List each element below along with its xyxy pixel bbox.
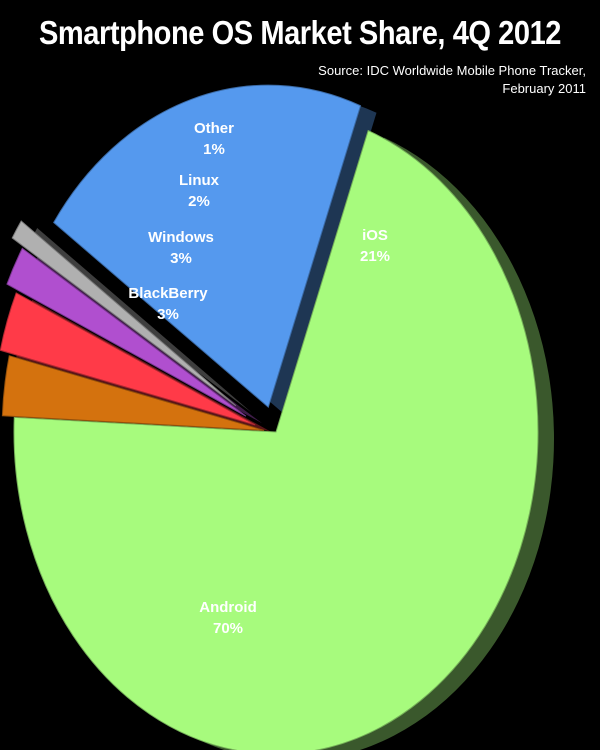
source-line-1: Source: IDC Worldwide Mobile Phone Track… xyxy=(318,63,586,78)
chart-title: Smartphone OS Market Share, 4Q 2012 xyxy=(38,14,562,51)
slice-value-ios: 21% xyxy=(360,248,390,265)
source-line-2: February 2011 xyxy=(502,81,586,96)
pie-slices xyxy=(0,84,554,750)
slice-label-ios: iOS xyxy=(362,227,388,244)
slice-value-windows: 3% xyxy=(170,250,192,267)
slice-label-android: Android xyxy=(199,599,257,616)
pie-slice-linux xyxy=(6,247,247,417)
pie-slice-ios xyxy=(53,84,362,409)
pie-slice-android xyxy=(13,129,539,750)
slice-value-android: 70% xyxy=(213,620,243,637)
pie-slice-windows xyxy=(0,292,256,426)
slice-label-windows: Windows xyxy=(148,229,214,246)
pie-slice-blackberry xyxy=(1,355,265,431)
pie-labels: iOS 21% Android 70% BlackBerry 3% Windows 3% Lin… xyxy=(128,120,390,637)
chart-source: Source: IDC Worldwide Mobile Phone Track… xyxy=(246,62,586,98)
slice-value-other: 1% xyxy=(203,141,225,158)
slice-value-blackberry: 3% xyxy=(157,306,179,323)
pie-slice-other xyxy=(11,220,237,407)
pie-slice-depth-other xyxy=(28,228,252,413)
slice-label-blackberry: BlackBerry xyxy=(128,285,208,302)
slice-value-linux: 2% xyxy=(188,193,210,210)
slice-label-other: Other xyxy=(194,120,234,137)
slice-label-linux: Linux xyxy=(179,172,220,189)
